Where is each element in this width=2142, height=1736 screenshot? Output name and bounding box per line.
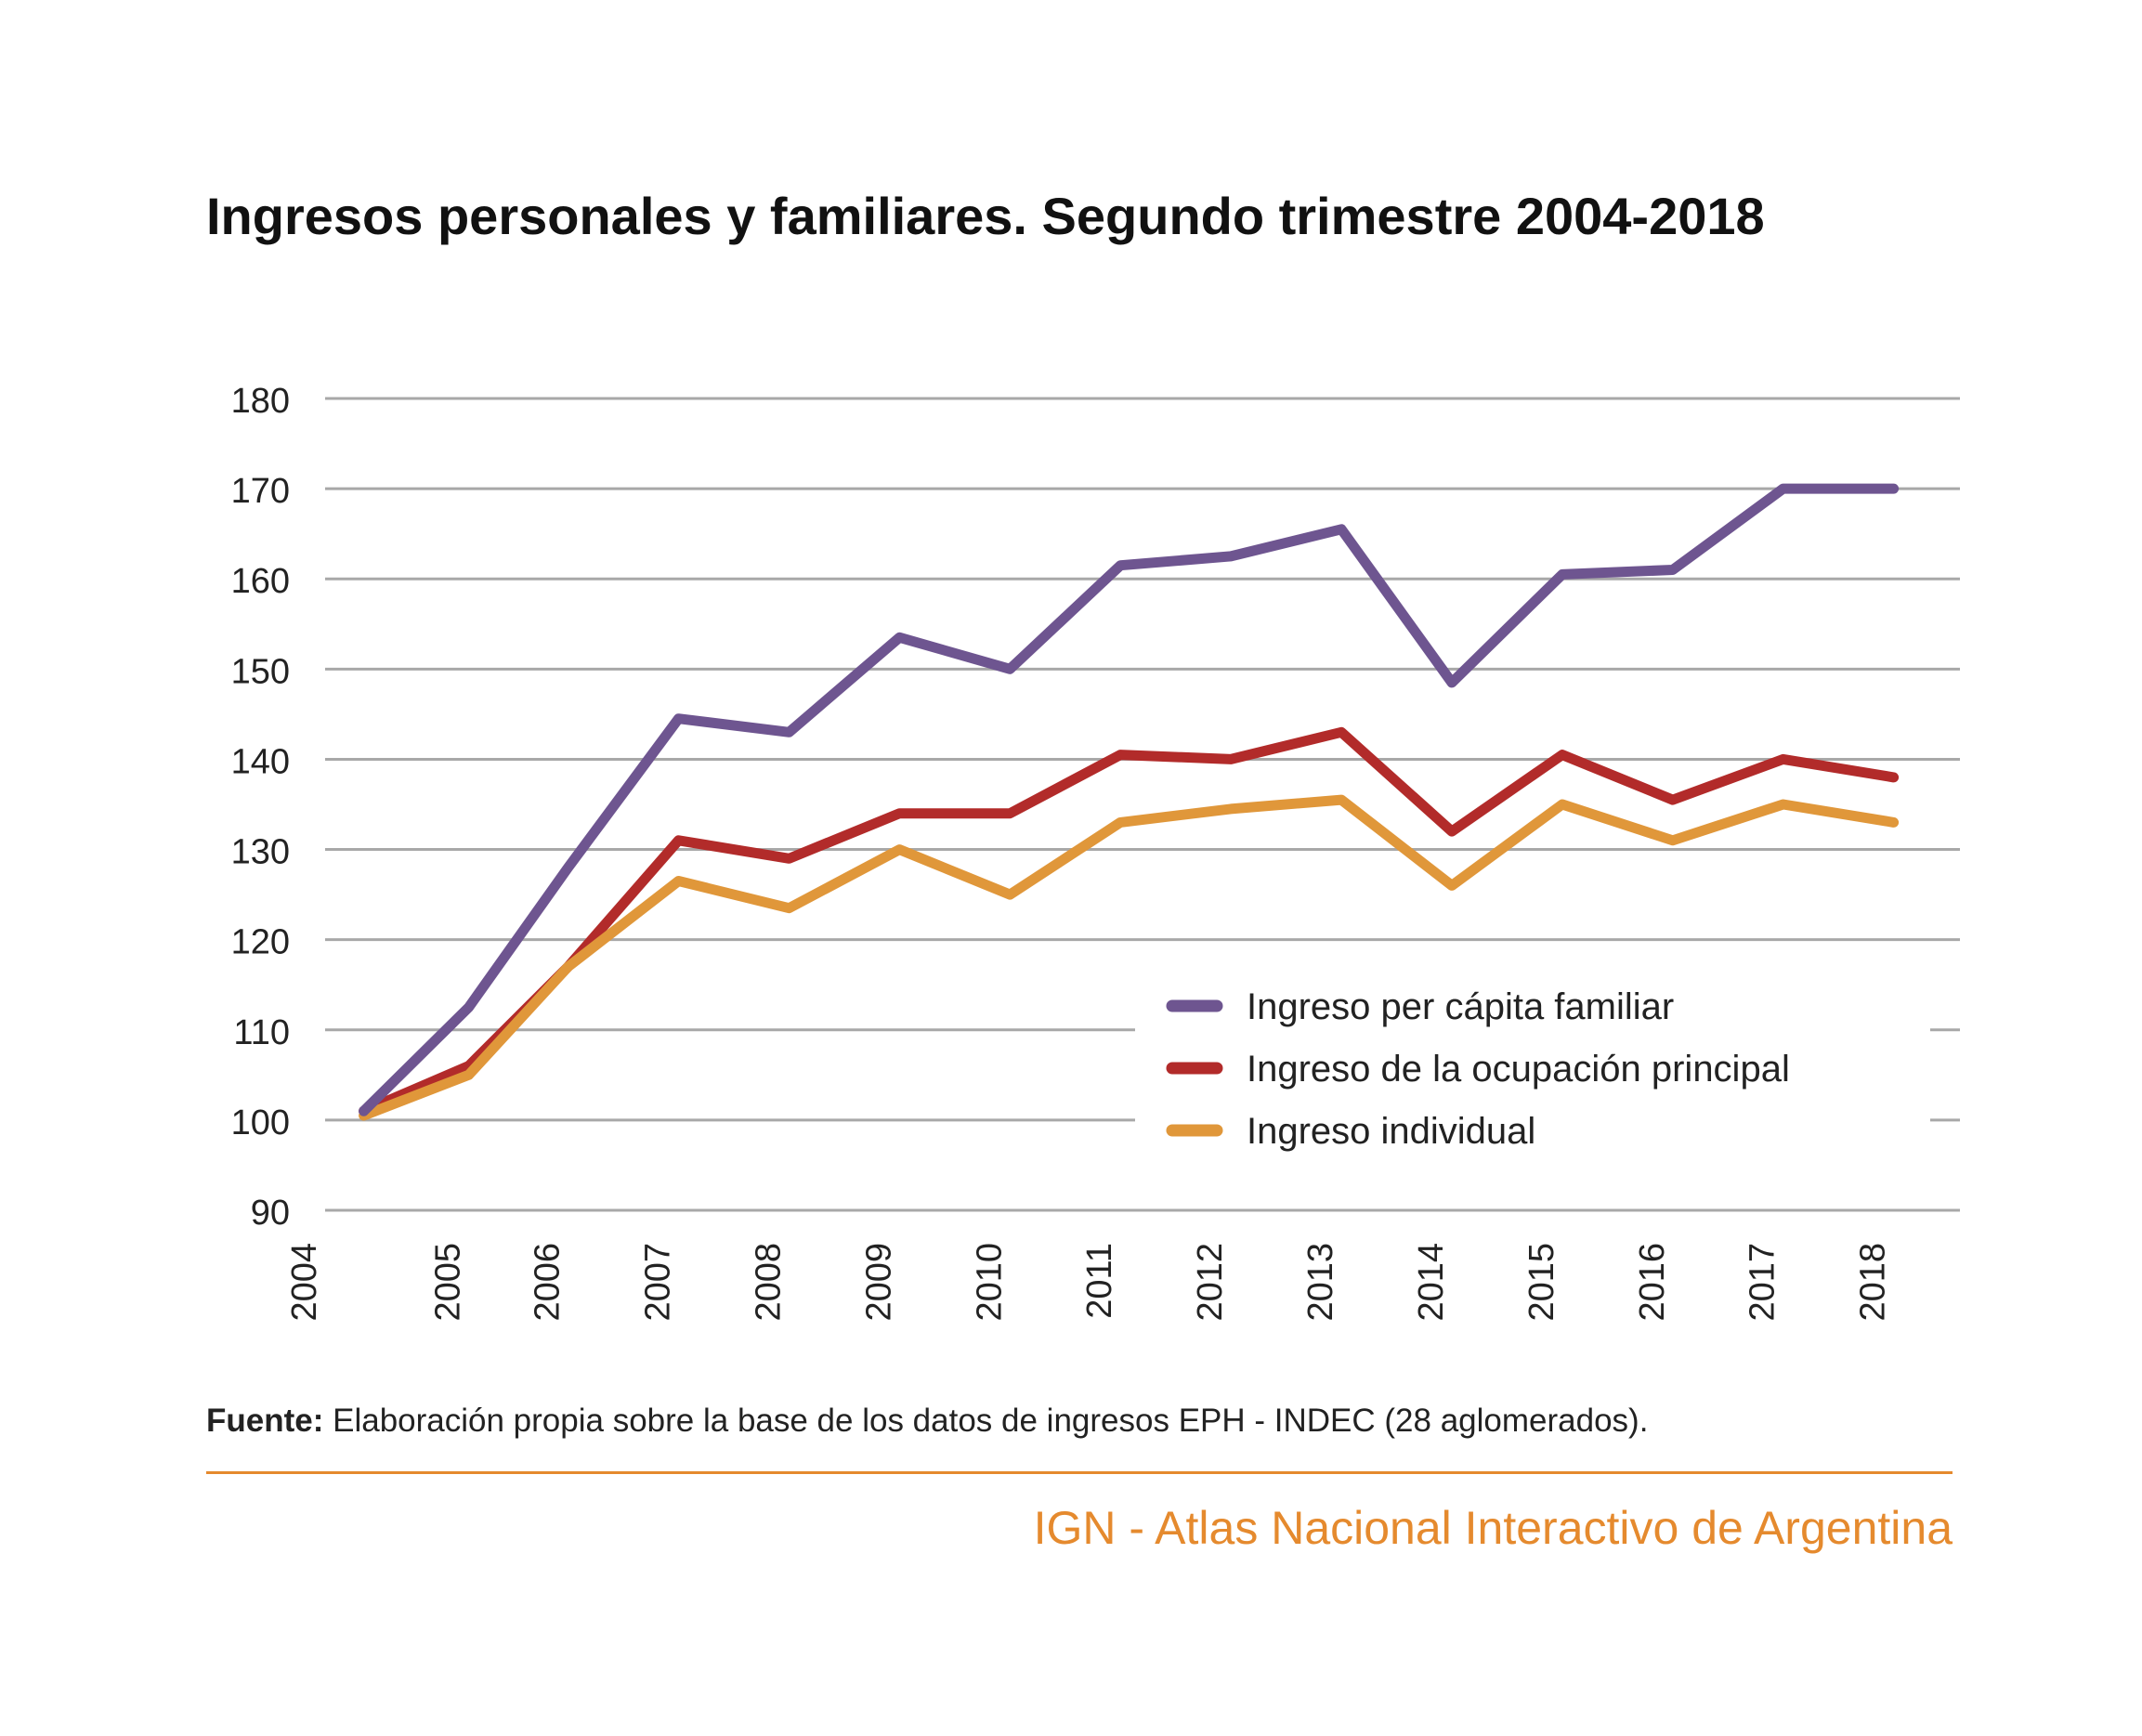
x-tick-label: 2009 <box>859 1243 898 1322</box>
x-tick-label: 2008 <box>749 1243 788 1322</box>
legend-label: Ingreso de la ocupación principal <box>1247 1049 1790 1090</box>
y-tick-label: 180 <box>231 382 290 421</box>
legend-label: Ingreso per cápita familiar <box>1247 986 1674 1027</box>
legend: Ingreso per cápita familiar Ingreso de la… <box>1135 966 1930 1156</box>
x-tick-label: 2013 <box>1301 1243 1340 1322</box>
y-tick-label: 110 <box>233 1013 290 1052</box>
y-tick-label: 140 <box>231 742 290 781</box>
x-tick-label: 2006 <box>529 1243 568 1322</box>
x-tick-label: 2010 <box>970 1243 1009 1322</box>
y-tick-label: 100 <box>231 1103 290 1142</box>
y-tick-label: 170 <box>231 472 290 511</box>
y-tick-label: 120 <box>231 923 290 962</box>
x-tick-label: 2014 <box>1412 1243 1451 1322</box>
footer-divider <box>206 1471 1953 1474</box>
x-axis-tick-labels: 2004 2005 2006 2007 2008 2009 2010 2011 2012 2013… <box>285 1243 1893 1322</box>
y-tick-label: 90 <box>251 1194 290 1233</box>
chart-title: Ingresos personales y familiares. Segund… <box>206 187 1765 245</box>
x-tick-label: 2011 <box>1080 1243 1119 1319</box>
x-tick-label: 2017 <box>1744 1243 1783 1322</box>
x-tick-label: 2018 <box>1854 1243 1893 1322</box>
x-tick-label: 2007 <box>639 1243 678 1322</box>
y-tick-label: 130 <box>231 833 290 872</box>
series-line-1 <box>359 726 1900 1116</box>
series-line-2 <box>359 794 1900 1121</box>
x-tick-label: 2016 <box>1633 1243 1672 1322</box>
x-tick-label: 2012 <box>1191 1243 1230 1322</box>
source-label: Fuente: <box>206 1403 324 1439</box>
series-lines <box>359 483 1900 1121</box>
legend-background <box>1135 966 1930 1156</box>
y-tick-label: 150 <box>231 652 290 691</box>
legend-label: Ingreso individual <box>1247 1111 1535 1152</box>
footer-credit: IGN - Atlas Nacional Interactivo de Arge… <box>1033 1502 1953 1554</box>
y-axis-tick-labels: 90 100 110 120 130 140 150 160 170 180 <box>231 382 290 1233</box>
x-tick-label: 2005 <box>429 1243 468 1322</box>
y-tick-label: 160 <box>231 562 290 601</box>
x-tick-label: 2004 <box>285 1243 324 1322</box>
series-line-0 <box>359 483 1900 1116</box>
x-tick-label: 2015 <box>1522 1243 1561 1322</box>
source-note: Fuente: Elaboración propia sobre la base… <box>206 1403 1971 1440</box>
source-text: Elaboración propia sobre la base de los … <box>323 1403 1649 1439</box>
